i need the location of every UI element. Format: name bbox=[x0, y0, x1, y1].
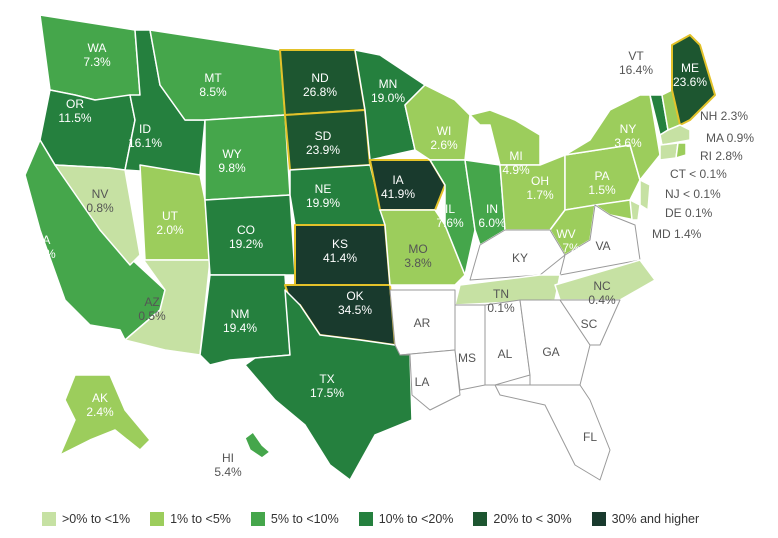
label-HI: HI 5.4% bbox=[214, 451, 242, 479]
label-GA: GA bbox=[542, 345, 559, 359]
legend-swatch bbox=[150, 512, 165, 526]
state-IA bbox=[369, 159, 446, 211]
callout-NJ: NJ < 0.1% bbox=[665, 187, 721, 201]
state-FL bbox=[494, 384, 611, 481]
label-NV: NV 0.8% bbox=[86, 187, 114, 215]
label-MO: MO 3.8% bbox=[404, 242, 432, 270]
state-labels: WA 7.3% OR 11.5% CA 6.8% NV 0.8% ID 16.1% MT 8… bbox=[28, 41, 754, 479]
legend-swatch bbox=[250, 512, 265, 526]
label-WI: WI 2.6% bbox=[430, 124, 458, 152]
legend-item-4: 20% to < 30% bbox=[473, 512, 572, 526]
callout-CT: CT < 0.1% bbox=[670, 167, 727, 181]
label-TX: TX 17.5% bbox=[310, 372, 344, 400]
label-MS: MS bbox=[458, 351, 476, 365]
label-UT: UT 2.0% bbox=[156, 209, 184, 237]
label-CA: CA 6.8% bbox=[28, 233, 56, 261]
legend-swatch bbox=[358, 512, 373, 526]
state-WI bbox=[404, 84, 471, 161]
legend-item-0: >0% to <1% bbox=[42, 512, 130, 526]
label-OR: OR 11.5% bbox=[58, 97, 91, 125]
legend-swatch bbox=[591, 512, 606, 526]
label-SD: SD 23.9% bbox=[306, 129, 340, 157]
legend-item-1: 1% to <5% bbox=[150, 512, 231, 526]
state-AL bbox=[484, 299, 531, 386]
legend-item-3: 10% to <20% bbox=[358, 512, 454, 526]
label-PA: PA 1.5% bbox=[588, 169, 616, 197]
state-OR bbox=[39, 89, 136, 171]
label-IA: IA 41.9% bbox=[381, 173, 415, 201]
callout-MA: MA 0.9% bbox=[706, 131, 754, 145]
callout-NH: NH 2.3% bbox=[700, 109, 748, 123]
state-MO bbox=[379, 209, 466, 286]
label-AK: AK 2.4% bbox=[86, 391, 114, 419]
label-VA: VA bbox=[595, 239, 610, 253]
label-ME: ME 23.6% bbox=[673, 61, 707, 89]
state-AK bbox=[59, 374, 151, 456]
legend-label: 30% and higher bbox=[611, 512, 700, 526]
state-ME bbox=[671, 34, 716, 126]
label-NM: NM 19.4% bbox=[223, 307, 257, 335]
label-KS: KS 41.4% bbox=[323, 237, 357, 265]
state-DE bbox=[629, 199, 641, 221]
label-AR: AR bbox=[414, 316, 431, 330]
callout-MD: MD 1.4% bbox=[652, 227, 702, 241]
legend-item-2: 5% to <10% bbox=[250, 512, 339, 526]
label-SC: SC bbox=[581, 317, 598, 331]
label-AL: AL bbox=[498, 347, 513, 361]
label-VT: VT 16.4% bbox=[619, 49, 653, 77]
legend-label: 5% to <10% bbox=[270, 512, 339, 526]
legend-swatch bbox=[42, 512, 56, 526]
label-MT: MT 8.5% bbox=[199, 71, 227, 99]
legend-label: 1% to <5% bbox=[170, 512, 231, 526]
label-LA: LA bbox=[415, 375, 430, 389]
label-OH: OH 1.7% bbox=[526, 174, 554, 202]
state-WY bbox=[204, 114, 291, 201]
label-OK: OK 34.5% bbox=[338, 289, 372, 317]
label-IL: IL 7.6% bbox=[436, 202, 464, 230]
label-NE: NE 19.9% bbox=[306, 182, 340, 210]
label-TN: TN 0.1% bbox=[487, 287, 515, 315]
callout-DE: DE 0.1% bbox=[665, 206, 713, 220]
label-ND: ND 26.8% bbox=[303, 71, 337, 99]
label-AZ: AZ 0.5% bbox=[138, 295, 166, 323]
legend-swatch bbox=[473, 512, 488, 526]
label-IN: IN 6.0% bbox=[478, 202, 506, 230]
legend: >0% to <1% 1% to <5% 5% to <10% 10% to <… bbox=[42, 512, 699, 526]
label-WA: WA 7.3% bbox=[83, 41, 111, 69]
legend-label: 10% to <20% bbox=[378, 512, 454, 526]
label-FL: FL bbox=[583, 430, 597, 444]
state-AZ bbox=[124, 254, 211, 356]
state-NJ bbox=[639, 179, 651, 211]
state-TX bbox=[244, 289, 413, 481]
state-NC bbox=[554, 259, 656, 301]
state-CT bbox=[659, 142, 679, 161]
state-NE bbox=[289, 164, 386, 226]
state-HI bbox=[244, 431, 271, 459]
legend-label: 20% to < 30% bbox=[493, 512, 572, 526]
label-WV: WV 2.7% bbox=[552, 227, 580, 255]
label-MI: MI 4.9% bbox=[502, 149, 530, 177]
state-VA bbox=[559, 204, 641, 276]
label-WY: WY 9.8% bbox=[218, 147, 246, 175]
label-NC: NC 0.4% bbox=[588, 279, 616, 307]
label-KY: KY bbox=[512, 251, 528, 265]
legend-label: >0% to <1% bbox=[62, 512, 131, 526]
label-NY: NY 3.6% bbox=[614, 122, 642, 150]
state-MS bbox=[454, 304, 486, 391]
legend-item-5: 30% and higher bbox=[591, 512, 700, 526]
label-MN: MN 19.0% bbox=[371, 77, 405, 105]
state-SC bbox=[559, 299, 621, 346]
state-RI bbox=[675, 142, 687, 159]
label-ID: ID 16.1% bbox=[128, 122, 162, 150]
label-CO: CO 19.2% bbox=[229, 223, 263, 251]
callout-RI: RI 2.8% bbox=[700, 149, 743, 163]
state-MI bbox=[454, 99, 541, 166]
